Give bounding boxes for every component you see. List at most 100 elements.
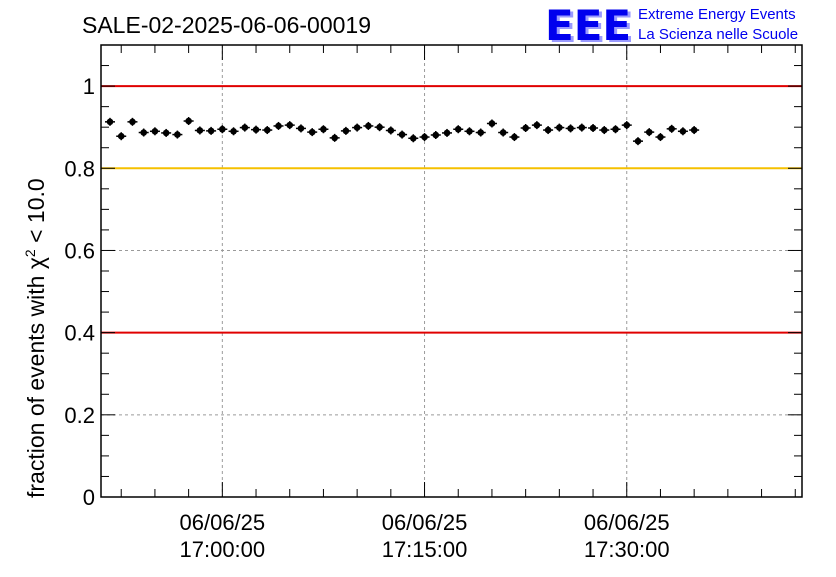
data-point xyxy=(689,126,700,135)
data-point xyxy=(531,121,542,130)
point-marker xyxy=(297,125,305,132)
point-marker xyxy=(567,125,574,132)
data-point xyxy=(127,117,138,126)
data-point xyxy=(329,133,340,142)
point-marker xyxy=(657,133,664,141)
eee-logo: EEE EEE Extreme Energy Events La Scienza… xyxy=(545,1,798,52)
point-marker xyxy=(219,125,226,133)
point-marker xyxy=(252,126,260,133)
point-marker xyxy=(106,118,114,126)
data-point xyxy=(194,126,205,135)
data-point xyxy=(453,125,464,134)
point-marker xyxy=(556,124,563,131)
data-point xyxy=(318,125,329,134)
point-marker xyxy=(117,132,125,140)
point-marker xyxy=(140,129,147,136)
data-point xyxy=(172,130,183,139)
point-marker xyxy=(645,128,653,136)
data-point xyxy=(206,126,217,135)
point-marker xyxy=(342,127,350,135)
data-point xyxy=(363,121,374,130)
point-marker xyxy=(174,131,181,138)
data-point xyxy=(138,128,149,137)
data-point xyxy=(554,123,565,132)
x-tick-date-label: 06/06/25 xyxy=(180,510,266,535)
data-point xyxy=(498,128,509,137)
point-marker xyxy=(331,134,338,142)
data-point xyxy=(486,119,497,128)
x-tick-date-label: 06/06/25 xyxy=(382,510,468,535)
point-marker xyxy=(275,122,282,130)
data-point xyxy=(677,127,688,136)
data-point xyxy=(217,125,228,134)
point-marker xyxy=(286,121,294,129)
point-marker xyxy=(432,131,440,139)
data-point xyxy=(116,132,127,141)
data-point xyxy=(307,128,318,137)
point-marker xyxy=(454,125,462,133)
data-point xyxy=(352,123,363,132)
data-point xyxy=(161,128,172,137)
point-marker xyxy=(230,127,237,135)
data-point xyxy=(655,133,666,142)
x-tick-time-label: 17:15:00 xyxy=(382,537,468,562)
point-marker xyxy=(623,121,631,129)
data-point xyxy=(475,128,486,137)
data-point xyxy=(239,123,250,132)
point-marker xyxy=(612,125,619,133)
point-marker xyxy=(679,127,687,135)
point-marker xyxy=(241,124,249,131)
point-marker xyxy=(511,133,518,141)
y-tick-label: 0.6 xyxy=(64,238,95,263)
point-marker xyxy=(600,126,608,134)
point-marker xyxy=(320,125,327,133)
point-marker xyxy=(522,124,529,132)
point-marker xyxy=(690,126,698,134)
point-marker xyxy=(151,127,159,135)
point-marker xyxy=(589,124,597,132)
eee-logo-line2: La Scienza nelle Scuole xyxy=(638,26,798,43)
point-marker xyxy=(398,131,406,138)
data-point xyxy=(588,124,599,133)
data-point xyxy=(621,121,632,130)
point-marker xyxy=(499,129,507,136)
data-point xyxy=(644,128,655,137)
data-point xyxy=(104,117,115,126)
eee-logo-mark: EEE xyxy=(545,1,631,50)
point-marker xyxy=(477,129,485,136)
point-marker xyxy=(443,129,451,137)
y-axis-label: fraction of events with χ2 < 10.0 xyxy=(22,178,49,498)
x-tick-time-label: 17:00:00 xyxy=(180,537,266,562)
data-point xyxy=(273,121,284,130)
data-point xyxy=(228,127,239,136)
point-marker xyxy=(466,127,473,135)
data-point xyxy=(419,133,430,142)
point-marker xyxy=(129,118,136,126)
point-marker xyxy=(185,117,192,125)
chart-title: SALE-02-2025-06-06-00019 xyxy=(82,12,371,38)
point-marker xyxy=(207,127,215,135)
x-tick-time-label: 17:30:00 xyxy=(584,537,670,562)
data-point xyxy=(251,125,262,134)
point-marker xyxy=(533,121,541,129)
data-point xyxy=(374,123,385,132)
data-point xyxy=(464,127,475,136)
eee-logo-shadow: EEE xyxy=(548,3,634,52)
y-tick-label: 0.2 xyxy=(64,403,95,428)
data-point xyxy=(295,124,306,133)
data-point xyxy=(442,128,453,137)
data-point xyxy=(183,117,194,126)
point-marker xyxy=(263,126,271,134)
y-axis-label-tail: < 10.0 xyxy=(23,178,49,249)
y-axis-label-symbol: χ xyxy=(23,257,49,269)
point-marker xyxy=(353,124,361,131)
point-marker xyxy=(544,126,552,134)
point-marker xyxy=(387,127,395,134)
point-marker xyxy=(196,127,204,134)
data-point xyxy=(284,121,295,130)
data-point xyxy=(632,137,643,146)
point-marker xyxy=(376,123,383,131)
data-point xyxy=(666,124,677,133)
data-point xyxy=(599,126,610,135)
